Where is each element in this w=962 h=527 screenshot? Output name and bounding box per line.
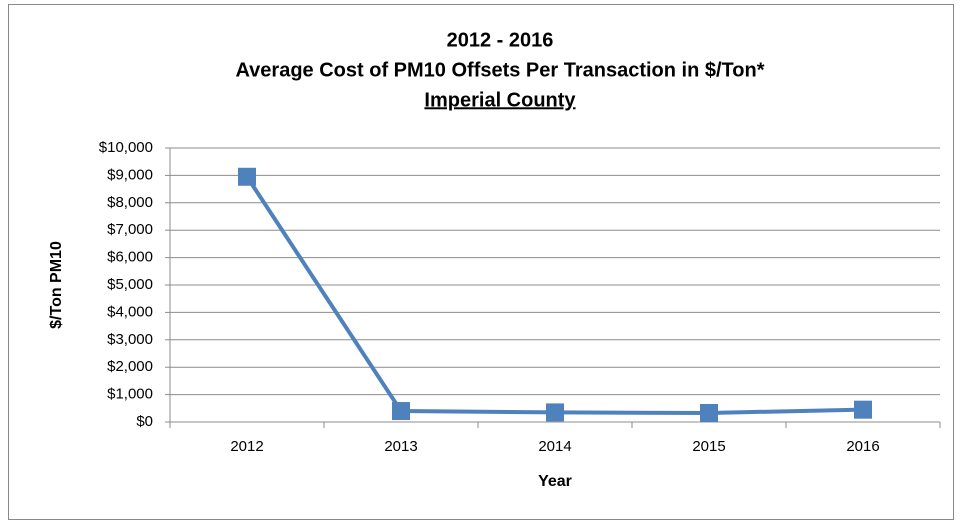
chart-title: Average Cost of PM10 Offsets Per Transac… <box>235 59 764 81</box>
y-tick-label: $0 <box>136 413 153 430</box>
chart-title: 2012 - 2016 <box>447 29 554 51</box>
y-tick-label: $1,000 <box>107 386 153 403</box>
data-point <box>238 167 256 186</box>
y-tick-label: $5,000 <box>107 276 153 293</box>
x-axis-title: Year <box>538 473 572 490</box>
x-tick-label: 2012 <box>230 438 263 455</box>
x-tick-label: 2015 <box>692 438 725 455</box>
x-tick-label: 2014 <box>538 438 571 455</box>
x-tick-label: 2016 <box>846 438 879 455</box>
chart-title: Imperial County <box>424 89 576 111</box>
chart-border <box>8 4 954 520</box>
y-tick-label: $9,000 <box>107 166 153 183</box>
y-tick-label: $10,000 <box>99 139 153 156</box>
y-tick-label: $4,000 <box>107 303 153 320</box>
y-tick-label: $6,000 <box>107 249 153 266</box>
data-point <box>854 400 872 419</box>
y-tick-label: $3,000 <box>107 331 153 348</box>
y-axis-title: $/Ton PM10 <box>48 241 65 329</box>
y-tick-label: $2,000 <box>107 358 153 375</box>
data-point <box>546 403 564 422</box>
data-point <box>392 402 410 421</box>
y-tick-label: $8,000 <box>107 194 153 211</box>
x-tick-label: 2013 <box>384 438 417 455</box>
y-tick-label: $7,000 <box>107 221 153 238</box>
data-point <box>700 403 718 422</box>
